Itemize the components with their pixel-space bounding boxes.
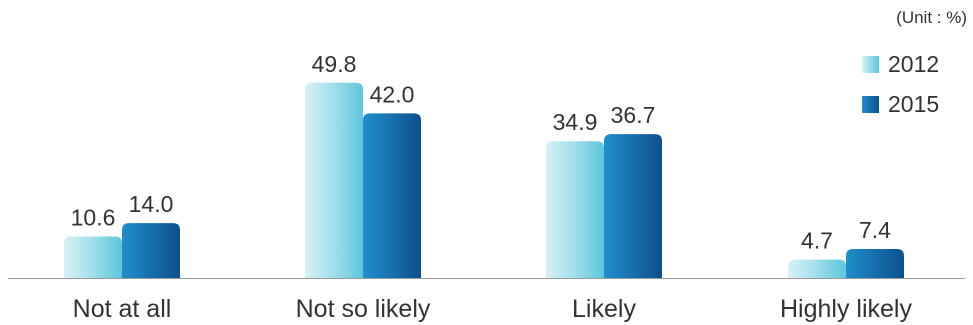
bar-not-at-all-2015 bbox=[122, 223, 180, 278]
value-label-not-so-likely-2015: 42.0 bbox=[370, 81, 415, 107]
bar-highly-likely-2012 bbox=[788, 259, 846, 278]
bar-likely-2015 bbox=[604, 134, 662, 278]
value-label-not-so-likely-2012: 49.8 bbox=[312, 51, 357, 77]
bars-layer bbox=[64, 82, 904, 278]
category-label-likely: Likely bbox=[572, 295, 636, 323]
bar-likely-2012 bbox=[546, 141, 604, 278]
category-label-highly-likely: Highly likely bbox=[780, 295, 912, 323]
legend-item-2012: 2012 bbox=[862, 44, 939, 84]
bar-highly-likely-2015 bbox=[846, 248, 904, 278]
legend: 2012 2015 bbox=[862, 44, 939, 124]
legend-swatch-2015 bbox=[862, 95, 879, 113]
value-label-not-at-all-2015: 14.0 bbox=[129, 191, 174, 217]
legend-label-2015: 2015 bbox=[888, 90, 940, 117]
value-label-likely-2012: 34.9 bbox=[553, 109, 598, 135]
category-label-not-at-all: Not at all bbox=[73, 295, 172, 323]
legend-item-2015: 2015 bbox=[862, 84, 939, 124]
value-labels-layer: 10.6 14.0 49.8 42.0 34.9 36.7 4.7 7.4 bbox=[71, 51, 892, 254]
category-label-not-so-likely: Not so likely bbox=[296, 295, 431, 323]
legend-label-2012: 2012 bbox=[888, 50, 940, 77]
value-label-highly-likely-2012: 4.7 bbox=[801, 228, 833, 254]
bar-not-so-likely-2015 bbox=[363, 113, 421, 278]
value-label-highly-likely-2015: 7.4 bbox=[859, 217, 891, 243]
unit-label: (Unit : %) bbox=[896, 8, 967, 27]
bar-not-so-likely-2012 bbox=[305, 82, 363, 278]
legend-swatch-2012 bbox=[862, 55, 879, 73]
category-labels-layer: Not at all Not so likely Likely Highly like… bbox=[73, 295, 913, 323]
bar-not-at-all-2012 bbox=[64, 236, 122, 278]
value-label-likely-2015: 36.7 bbox=[611, 102, 656, 128]
value-label-not-at-all-2012: 10.6 bbox=[71, 204, 116, 230]
